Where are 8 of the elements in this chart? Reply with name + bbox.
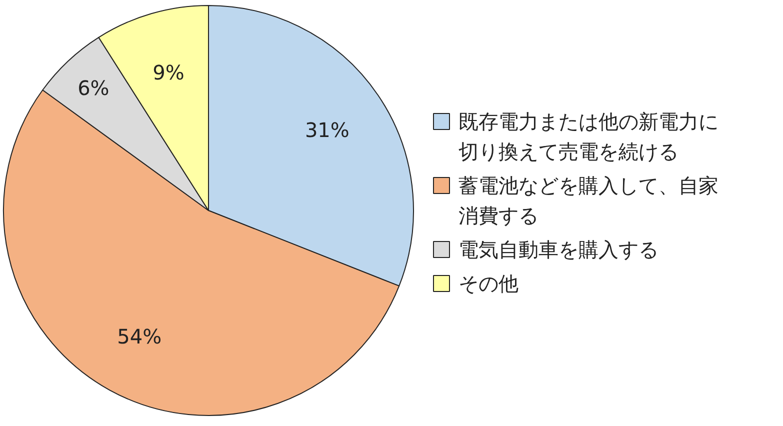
legend-label: その他 [458, 272, 518, 296]
data-label: 31% [304, 118, 350, 142]
legend-label: 既存電力または他の新電力に切り換えて売電を続ける [458, 110, 718, 164]
data-label: 54% [117, 324, 162, 348]
legend-label: 蓄電池などを購入して、自家消費する [458, 174, 718, 228]
data-label: 9% [152, 60, 184, 85]
data-label: 6% [78, 76, 110, 100]
legend-label: 電気自動車を購入する [458, 238, 658, 262]
